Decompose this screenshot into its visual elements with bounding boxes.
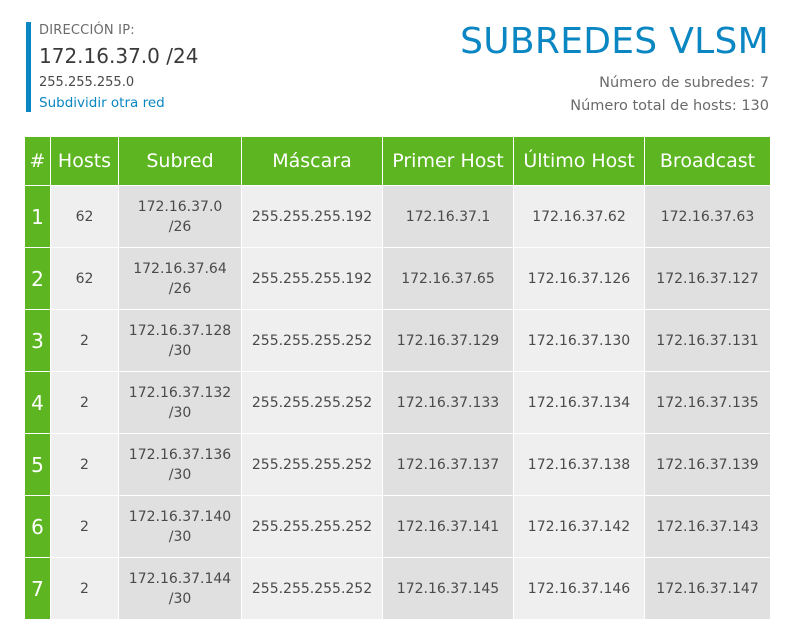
subnet-cell: 172.16.37.132/30 [119, 372, 242, 434]
broadcast-cell: 172.16.37.147 [645, 558, 770, 620]
col-header-mask: Máscara [242, 137, 383, 186]
mask-cell: 255.255.255.192 [242, 186, 383, 248]
subnet-cell: 172.16.37.128/30 [119, 310, 242, 372]
first-host-cell: 172.16.37.65 [383, 248, 514, 310]
mask-cell: 255.255.255.252 [242, 496, 383, 558]
subnet-ip: 172.16.37.132 [128, 384, 232, 401]
subdivide-another-network-link[interactable]: Subdividir otra red [39, 95, 165, 111]
vlsm-table: # Hosts Subred Máscara Primer Host Últim… [25, 137, 770, 620]
broadcast-cell: 172.16.37.131 [645, 310, 770, 372]
subnet-prefix: /26 [168, 280, 192, 297]
hosts-cell: 2 [51, 372, 119, 434]
subnet-prefix: /30 [168, 342, 192, 359]
broadcast-cell: 172.16.37.139 [645, 434, 770, 496]
subnet-prefix: /30 [168, 590, 192, 607]
hosts-cell: 2 [51, 496, 119, 558]
col-header-last-host: Último Host [514, 137, 645, 186]
last-host-cell: 172.16.37.142 [514, 496, 645, 558]
ip-mask: 255.255.255.0 [39, 75, 135, 90]
hosts-cell: 2 [51, 558, 119, 620]
last-host-cell: 172.16.37.146 [514, 558, 645, 620]
table-header-row: # Hosts Subred Máscara Primer Host Últim… [25, 137, 770, 186]
mask-cell: 255.255.255.192 [242, 248, 383, 310]
ip-label: DIRECCIÓN IP: [39, 23, 135, 38]
broadcast-cell: 172.16.37.127 [645, 248, 770, 310]
table-row: 5 2 172.16.37.136/30 255.255.255.252 172… [25, 434, 770, 496]
mask-cell: 255.255.255.252 [242, 372, 383, 434]
row-number: 1 [25, 186, 51, 248]
last-host-cell: 172.16.37.134 [514, 372, 645, 434]
first-host-cell: 172.16.37.1 [383, 186, 514, 248]
hosts-cell: 62 [51, 248, 119, 310]
row-number: 2 [25, 248, 51, 310]
subnet-cell: 172.16.37.0/26 [119, 186, 242, 248]
subnet-ip: 172.16.37.128 [128, 322, 232, 339]
subnet-prefix: /30 [168, 404, 192, 421]
mask-cell: 255.255.255.252 [242, 310, 383, 372]
col-header-broadcast: Broadcast [645, 137, 770, 186]
broadcast-cell: 172.16.37.135 [645, 372, 770, 434]
first-host-cell: 172.16.37.133 [383, 372, 514, 434]
hosts-cell: 2 [51, 310, 119, 372]
mask-cell: 255.255.255.252 [242, 434, 383, 496]
table-row: 4 2 172.16.37.132/30 255.255.255.252 172… [25, 372, 770, 434]
subnet-cell: 172.16.37.140/30 [119, 496, 242, 558]
subnet-ip: 172.16.37.64 [133, 260, 227, 277]
total-hosts: Número total de hosts: 130 [570, 98, 769, 114]
subnet-ip: 172.16.37.136 [128, 446, 232, 463]
row-number: 3 [25, 310, 51, 372]
table-row: 2 62 172.16.37.64/26 255.255.255.192 172… [25, 248, 770, 310]
hosts-cell: 2 [51, 434, 119, 496]
row-number: 7 [25, 558, 51, 620]
col-header-first-host: Primer Host [383, 137, 514, 186]
last-host-cell: 172.16.37.130 [514, 310, 645, 372]
subnet-ip: 172.16.37.0 [137, 198, 223, 215]
subnet-cell: 172.16.37.136/30 [119, 434, 242, 496]
subnet-prefix: /30 [168, 466, 192, 483]
first-host-cell: 172.16.37.137 [383, 434, 514, 496]
col-header-subnet: Subred [119, 137, 242, 186]
first-host-cell: 172.16.37.145 [383, 558, 514, 620]
last-host-cell: 172.16.37.138 [514, 434, 645, 496]
subnet-prefix: /30 [168, 528, 192, 545]
first-host-cell: 172.16.37.129 [383, 310, 514, 372]
last-host-cell: 172.16.37.62 [514, 186, 645, 248]
first-host-cell: 172.16.37.141 [383, 496, 514, 558]
subnet-cell: 172.16.37.144/30 [119, 558, 242, 620]
row-number: 6 [25, 496, 51, 558]
broadcast-cell: 172.16.37.143 [645, 496, 770, 558]
ip-address: 172.16.37.0 /24 [39, 44, 199, 68]
row-number: 5 [25, 434, 51, 496]
broadcast-cell: 172.16.37.63 [645, 186, 770, 248]
ip-info-panel: DIRECCIÓN IP: 172.16.37.0 /24 255.255.25… [26, 22, 198, 112]
col-header-number: # [25, 137, 51, 186]
mask-cell: 255.255.255.252 [242, 558, 383, 620]
stats-panel: Número de subredes: 7 Número total de ho… [570, 72, 769, 118]
subnet-count: Número de subredes: 7 [599, 75, 769, 91]
table-row: 3 2 172.16.37.128/30 255.255.255.252 172… [25, 310, 770, 372]
page-title: SUBREDES VLSM [460, 21, 769, 62]
row-number: 4 [25, 372, 51, 434]
subnet-prefix: /26 [168, 218, 192, 235]
subnet-ip: 172.16.37.140 [128, 508, 232, 525]
last-host-cell: 172.16.37.126 [514, 248, 645, 310]
table-row: 1 62 172.16.37.0/26 255.255.255.192 172.… [25, 186, 770, 248]
subnet-cell: 172.16.37.64/26 [119, 248, 242, 310]
subnet-ip: 172.16.37.144 [128, 570, 232, 587]
table-row: 6 2 172.16.37.140/30 255.255.255.252 172… [25, 496, 770, 558]
col-header-hosts: Hosts [51, 137, 119, 186]
hosts-cell: 62 [51, 186, 119, 248]
table-row: 7 2 172.16.37.144/30 255.255.255.252 172… [25, 558, 770, 620]
